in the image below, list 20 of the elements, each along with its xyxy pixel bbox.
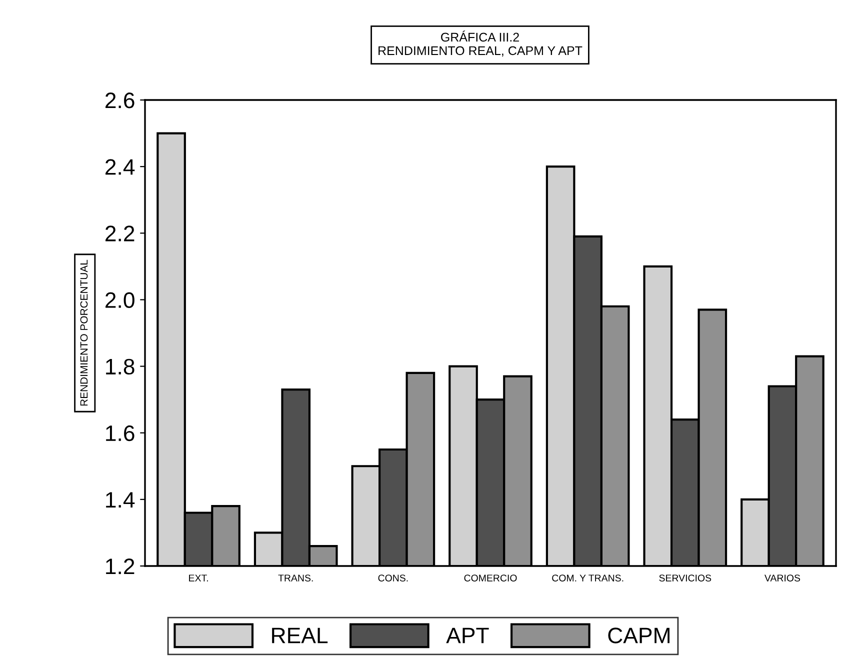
x-tick-label: VARIOS bbox=[764, 574, 800, 582]
chart-title: GRÁFICA III.2 RENDIMIENTO REAL, CAPM Y APT bbox=[378, 30, 582, 57]
legend-label: REAL bbox=[272, 628, 328, 644]
x-tick-label: COM. Y TRANS. bbox=[552, 574, 624, 582]
legend-label: APT bbox=[446, 628, 489, 644]
y-tick-label: 1.8 bbox=[106, 358, 134, 375]
y-tick-label: 2.2 bbox=[106, 226, 134, 242]
y-tick-label: 1.2 bbox=[106, 558, 134, 574]
x-tick-label: CONS. bbox=[378, 574, 408, 582]
y-tick-label: 2.4 bbox=[106, 159, 135, 175]
y-tick-label: 1.4 bbox=[106, 492, 135, 508]
y-tick-label: 1.6 bbox=[106, 425, 134, 442]
legend-label: CAPM bbox=[608, 628, 670, 644]
x-tick-label: SERVICIOS bbox=[659, 574, 712, 582]
y-tick-label: 2.6 bbox=[106, 92, 134, 108]
x-tick-label: COMERCIO bbox=[464, 574, 517, 582]
x-tick-label: TRANS. bbox=[278, 574, 313, 582]
x-tick-label: EXT. bbox=[189, 574, 208, 582]
y-tick-label: 2.0 bbox=[106, 292, 134, 308]
y-axis-title: RENDIMIENTO PORCENTUAL bbox=[80, 260, 88, 406]
